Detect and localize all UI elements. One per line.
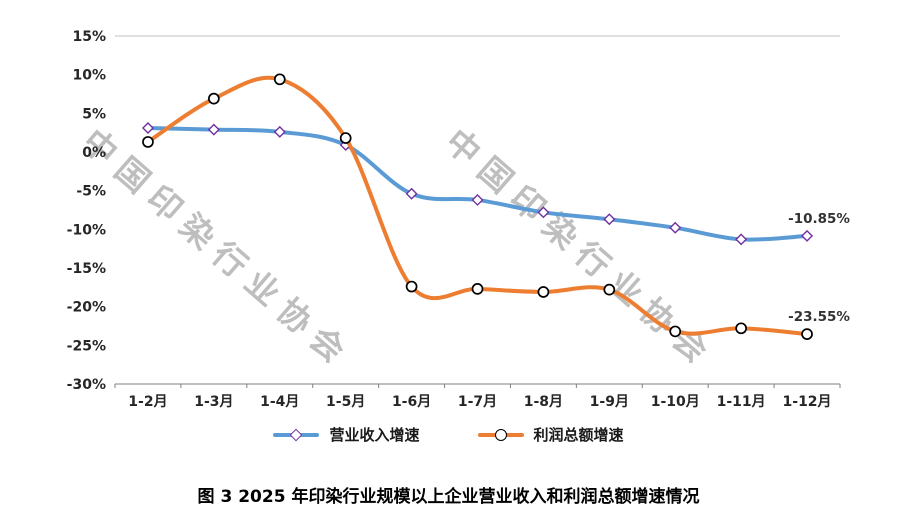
circle-marker-icon [142,136,154,148]
diamond-marker-icon [537,206,550,219]
legend-circle-marker-icon [494,428,507,441]
y-axis-tick-label: -25% [67,338,106,354]
x-axis-category-label: 1-5月 [326,394,365,410]
y-axis-tick-label: -10% [67,222,106,238]
series-line-0 [145,126,810,242]
circle-marker-icon [471,283,484,295]
x-axis-category-label: 1-10月 [651,394,700,410]
diamond-marker-icon [735,233,748,246]
legend-label-profit: 利润总额增速 [533,426,624,444]
legend-line-swatch [477,428,524,441]
circle-marker-icon [603,283,616,296]
x-axis-category-label: 1-12月 [783,394,832,410]
x-axis-category-label: 1-6月 [392,394,431,410]
circle-marker-icon [273,73,286,86]
y-axis-tick-label: 0% [82,145,106,161]
circle-marker-icon [339,132,352,144]
x-axis-category-label: 1-2月 [128,394,167,410]
diamond-marker-icon [273,125,286,138]
end-data-label: -10.85% [788,211,850,227]
circle-marker-icon [537,286,550,298]
legend-line-swatch [273,428,320,441]
x-axis-category-label: 1-11月 [717,394,766,410]
diamond-marker-icon [801,229,814,242]
y-axis-tick-label: -30% [67,377,106,393]
x-axis-category-label: 1-7月 [458,394,497,410]
y-axis-tick-label: -15% [67,261,106,277]
diamond-marker-icon [141,122,154,135]
circle-marker-icon [208,92,220,105]
circle-marker-icon [669,325,682,338]
diamond-marker-icon [405,187,418,200]
diamond-marker-icon [471,193,484,206]
y-axis-tick-label: 10% [72,68,106,84]
y-axis-tick-label: 5% [82,106,106,122]
x-axis-category-label: 1-8月 [524,394,563,410]
chart-legend: 营业收入增速 利润总额增速 [0,424,897,445]
legend-diamond-marker-icon [290,428,303,441]
series-line-1 [145,75,810,337]
legend-item-revenue-growth: 营业收入增速 [273,424,420,445]
legend-label-revenue: 营业收入增速 [329,426,420,444]
diamond-marker-icon [669,221,682,234]
y-axis-tick-label: -5% [76,184,106,200]
circle-marker-icon [735,322,747,335]
diamond-marker-icon [207,123,220,136]
y-axis-tick-label: -20% [67,300,106,316]
diamond-marker-icon [603,213,616,226]
legend-item-profit-growth: 利润总额增速 [477,424,624,445]
circle-marker-icon [801,328,813,340]
chart-caption: 图 3 2025 年印染行业规模以上企业营业收入和利润总额增速情况 [197,487,700,507]
y-axis-tick-label: 15% [72,29,106,45]
x-axis-category-label: 1-4月 [260,394,299,410]
circle-marker-icon [405,280,418,293]
line-chart-canvas: 15% 10% 5% 0% -5% -10% -15% -20% -25% -30% 1-2月 1-3… [67,29,851,410]
x-axis-category-label: 1-3月 [194,394,233,410]
end-data-label: -23.55% [788,309,850,325]
x-axis-category-label: 1-9月 [590,394,629,410]
